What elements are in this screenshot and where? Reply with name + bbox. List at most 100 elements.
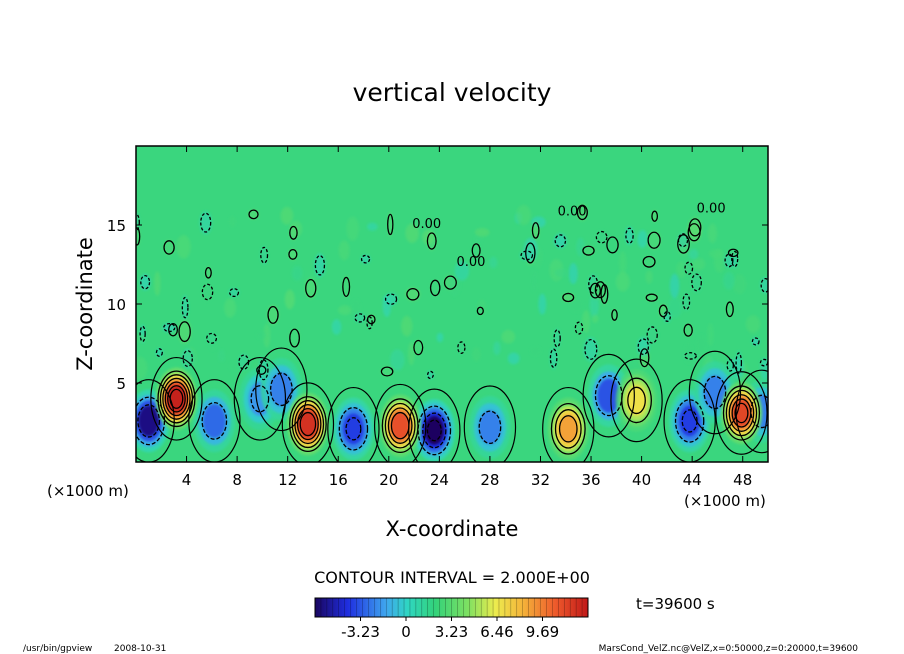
colorbar-tick-label: 9.69 bbox=[526, 623, 559, 641]
speckle-cell bbox=[690, 272, 703, 293]
x-tick-label: 48 bbox=[733, 471, 752, 489]
speckle-cell bbox=[636, 337, 650, 357]
speckle-contour bbox=[457, 341, 466, 354]
downdraft-zero-contour bbox=[327, 386, 380, 462]
speckle-contour bbox=[683, 323, 693, 337]
speckle-cell bbox=[181, 349, 197, 369]
speckle-cell bbox=[218, 349, 225, 363]
speckle-cell bbox=[615, 272, 630, 292]
speckle-cell bbox=[263, 323, 271, 348]
speckle-contour bbox=[256, 365, 267, 375]
speckle-cell bbox=[390, 349, 405, 371]
speckle-contour bbox=[637, 338, 650, 356]
speckle-cell bbox=[582, 309, 590, 333]
updraft-contour bbox=[558, 415, 578, 443]
speckle-contour bbox=[181, 296, 189, 319]
speckle-contour bbox=[554, 234, 567, 248]
footer-source: MarsCond_VelZ.nc@VelZ,x=0:50000,z=0:2000… bbox=[599, 644, 859, 654]
speckle-cell bbox=[337, 305, 352, 316]
downdraft-contour bbox=[478, 410, 502, 445]
speckle-cell bbox=[760, 357, 768, 381]
speckle-cell bbox=[474, 227, 490, 237]
updraft-band bbox=[299, 411, 317, 438]
updraft-contour bbox=[728, 394, 755, 432]
downdraft-zero-contour bbox=[188, 379, 241, 462]
speckle-cell bbox=[291, 265, 303, 281]
speckle-contour bbox=[204, 266, 212, 279]
speckle-cell bbox=[405, 223, 419, 243]
speckle-contour bbox=[200, 212, 212, 233]
speckle-cell bbox=[707, 322, 714, 347]
updraft-contour bbox=[550, 402, 586, 455]
speckle-contour bbox=[201, 283, 214, 301]
speckle-cell bbox=[199, 210, 212, 235]
speckle-cell bbox=[224, 298, 237, 318]
speckle-cell bbox=[338, 240, 350, 261]
downdraft-contour bbox=[345, 417, 362, 441]
speckle-contour bbox=[574, 321, 584, 335]
speckle-contour bbox=[582, 245, 595, 256]
speckle-contour bbox=[611, 309, 618, 321]
speckle-cell bbox=[595, 230, 609, 245]
speckle-contour bbox=[163, 240, 175, 255]
speckle-contour bbox=[691, 273, 702, 292]
contour-layer: 0.00 0.00 0.00 0.00 bbox=[136, 201, 768, 462]
speckle-contour bbox=[476, 306, 484, 316]
contour-value-label: 0.00 bbox=[456, 255, 485, 270]
updraft-band bbox=[626, 385, 647, 416]
speckle-cell bbox=[669, 273, 680, 299]
chart-title: vertical velocity bbox=[353, 78, 552, 107]
updraft-contour bbox=[627, 386, 646, 415]
x-tick-label: 16 bbox=[329, 471, 348, 489]
speckle-cell bbox=[256, 330, 267, 340]
contour-value-label: 0.00 bbox=[412, 217, 441, 232]
speckle-contour bbox=[443, 275, 457, 290]
speckle-cell bbox=[646, 230, 662, 251]
speckle-cell bbox=[176, 235, 191, 259]
speckle-cell bbox=[641, 255, 657, 269]
speckle-cell bbox=[229, 361, 239, 372]
speckle-contour bbox=[651, 210, 659, 222]
speckle-contour bbox=[525, 242, 536, 264]
x-unit-right: (×1000 m) bbox=[684, 492, 766, 510]
y-axis-label: Z-coordinate bbox=[73, 237, 97, 371]
updraft-zero-contour bbox=[610, 358, 663, 443]
updraft-contour bbox=[387, 407, 413, 444]
speckle-cell bbox=[266, 304, 280, 326]
downdraft-zero-contour bbox=[735, 369, 768, 454]
speckle-contour bbox=[139, 325, 146, 343]
updraft-contour bbox=[390, 411, 410, 440]
speckle-cell bbox=[501, 329, 516, 344]
speckle-cell bbox=[228, 215, 237, 228]
speckle-contour bbox=[354, 313, 366, 323]
colorbar-tick-label: 6.46 bbox=[480, 623, 513, 641]
speckle-cell bbox=[288, 327, 301, 350]
x-axis-ticks: 4 8 12 16 20 24 28 32 36 40 44 48 bbox=[182, 146, 752, 489]
speckle-contour bbox=[384, 293, 398, 305]
speckle-cell bbox=[493, 341, 501, 356]
speckle-cell bbox=[401, 315, 413, 337]
speckle-contour bbox=[645, 293, 658, 302]
downdraft-band bbox=[202, 403, 226, 438]
speckle-cell bbox=[287, 248, 298, 261]
speckle-contour bbox=[594, 281, 607, 299]
speckle-contour bbox=[360, 254, 371, 264]
speckle-cell bbox=[696, 334, 707, 356]
downdraft-zero-contour bbox=[663, 379, 716, 462]
speckle-contour bbox=[531, 222, 540, 239]
speckle-cell bbox=[314, 253, 326, 278]
speckle-contour bbox=[520, 250, 534, 261]
speckle-cell bbox=[591, 314, 599, 323]
speckle-cell bbox=[707, 223, 718, 244]
downdraft-contour bbox=[338, 406, 369, 451]
updraft-contour bbox=[162, 377, 191, 420]
footer-date: 2008-10-31 bbox=[114, 644, 166, 654]
speckle-contour bbox=[751, 337, 760, 346]
speckle-cell bbox=[516, 204, 532, 226]
x-tick-label: 24 bbox=[430, 471, 449, 489]
updraft-contour bbox=[289, 396, 327, 453]
updraft-contour bbox=[296, 407, 319, 441]
updraft-zero-contour bbox=[542, 386, 595, 462]
speckle-contour bbox=[639, 348, 650, 368]
